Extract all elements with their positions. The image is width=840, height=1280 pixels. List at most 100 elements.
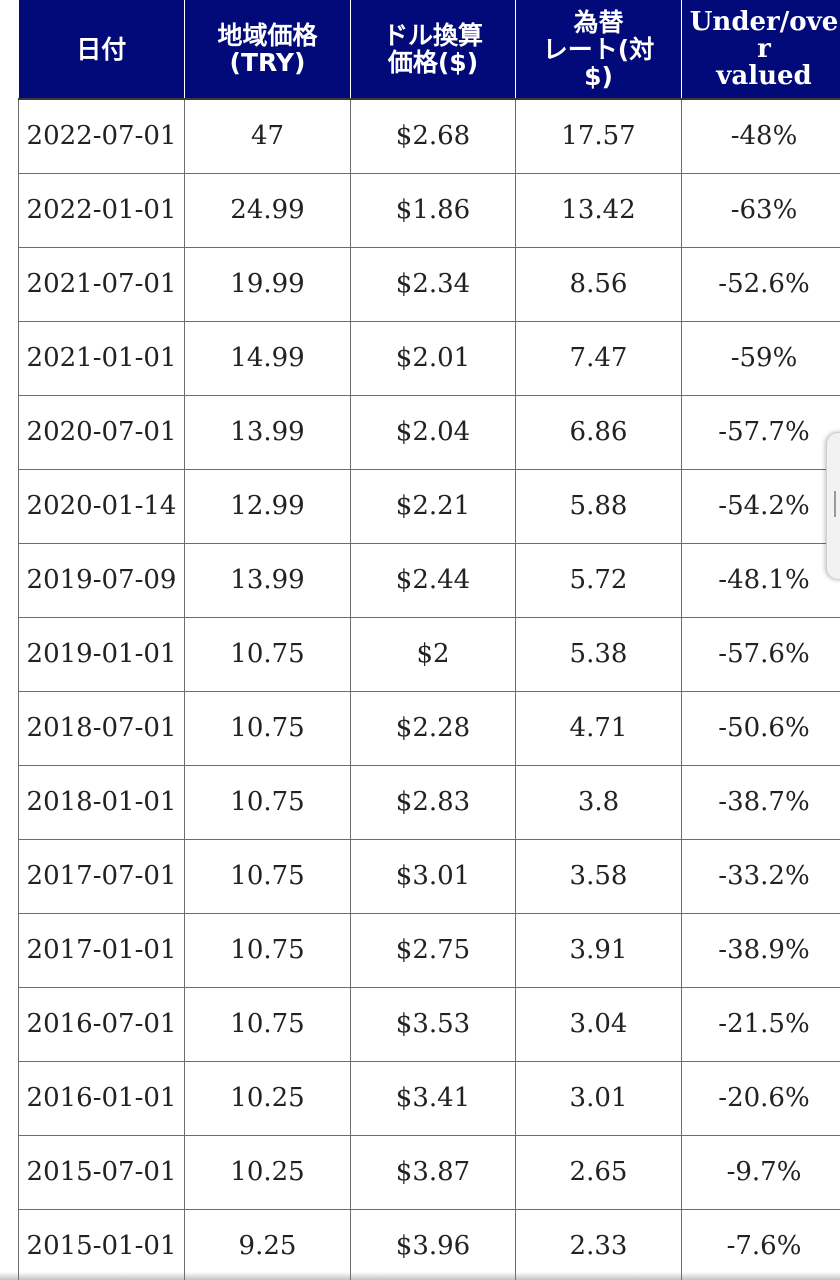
- exchange-rate-cell: 3.58: [515, 839, 682, 914]
- local-price-cell: 10.75: [184, 987, 351, 1062]
- valuation-cell: -54.2%: [681, 469, 840, 544]
- exchange-rate-cell: 5.88: [515, 469, 682, 544]
- usd-price-cell: $2.44: [350, 543, 516, 618]
- date-cell: 2016-01-01: [18, 1061, 185, 1136]
- table-row: 2015-07-01 10.25 $3.87 2.65 -9.7%: [18, 1135, 840, 1210]
- usd-price-cell: $2.04: [350, 395, 516, 470]
- table-row: 2018-07-01 10.75 $2.28 4.71 -50.6%: [18, 691, 840, 766]
- valuation-cell: -59%: [681, 321, 840, 396]
- local-price-cell: 19.99: [184, 247, 351, 322]
- valuation-cell: -48.1%: [681, 543, 840, 618]
- usd-price-cell: $2.68: [350, 98, 516, 174]
- usd-price-cell: $2.34: [350, 247, 516, 322]
- column-header-usd-price[interactable]: ドル換算 価格($): [350, 0, 516, 100]
- column-header-under-over-valued[interactable]: Under/over valued: [681, 0, 840, 100]
- exchange-rate-cell: 2.65: [515, 1135, 682, 1210]
- local-price-cell: 10.75: [184, 617, 351, 692]
- local-price-cell: 13.99: [184, 395, 351, 470]
- usd-price-cell: $2.01: [350, 321, 516, 396]
- table-row: 2019-01-01 10.75 $2 5.38 -57.6%: [18, 617, 840, 692]
- valuation-cell: -7.6%: [681, 1209, 840, 1280]
- table-row: 2020-01-14 12.99 $2.21 5.88 -54.2%: [18, 469, 840, 544]
- table-body: 2022-07-01 47 $2.68 17.57 -48% 2022-01-01 24.9…: [18, 98, 840, 1280]
- table-row: 2016-01-01 10.25 $3.41 3.01 -20.6%: [18, 1061, 840, 1136]
- valuation-cell: -38.7%: [681, 765, 840, 840]
- local-price-cell: 10.75: [184, 765, 351, 840]
- local-price-cell: 10.75: [184, 839, 351, 914]
- valuation-cell: -33.2%: [681, 839, 840, 914]
- valuation-cell: -50.6%: [681, 691, 840, 766]
- date-cell: 2021-01-01: [18, 321, 185, 396]
- date-cell: 2017-01-01: [18, 913, 185, 988]
- valuation-cell: -63%: [681, 173, 840, 248]
- price-table: 日付 地域価格 (TRY) ドル換算 価格($) 為替 レート(対 $) Und…: [18, 0, 840, 1280]
- table-row: 2020-07-01 13.99 $2.04 6.86 -57.7%: [18, 395, 840, 470]
- exchange-rate-cell: 3.04: [515, 987, 682, 1062]
- local-price-cell: 10.25: [184, 1135, 351, 1210]
- local-price-cell: 10.75: [184, 913, 351, 988]
- date-cell: 2016-07-01: [18, 987, 185, 1062]
- local-price-cell: 47: [184, 98, 351, 174]
- local-price-cell: 24.99: [184, 173, 351, 248]
- usd-price-cell: $2.83: [350, 765, 516, 840]
- date-cell: 2021-07-01: [18, 247, 185, 322]
- valuation-cell: -20.6%: [681, 1061, 840, 1136]
- valuation-cell: -57.7%: [681, 395, 840, 470]
- usd-price-cell: $2.28: [350, 691, 516, 766]
- valuation-cell: -38.9%: [681, 913, 840, 988]
- usd-price-cell: $3.41: [350, 1061, 516, 1136]
- table-row: 2017-07-01 10.75 $3.01 3.58 -33.2%: [18, 839, 840, 914]
- exchange-rate-cell: 5.38: [515, 617, 682, 692]
- column-header-date[interactable]: 日付: [18, 0, 185, 100]
- table-row: 2021-01-01 14.99 $2.01 7.47 -59%: [18, 321, 840, 396]
- date-cell: 2018-01-01: [18, 765, 185, 840]
- date-cell: 2019-01-01: [18, 617, 185, 692]
- table-row: 2019-07-09 13.99 $2.44 5.72 -48.1%: [18, 543, 840, 618]
- exchange-rate-cell: 17.57: [515, 98, 682, 174]
- local-price-cell: 10.25: [184, 1061, 351, 1136]
- table-header: 日付 地域価格 (TRY) ドル換算 価格($) 為替 レート(対 $) Und…: [18, 0, 840, 100]
- local-price-cell: 12.99: [184, 469, 351, 544]
- date-cell: 2020-07-01: [18, 395, 185, 470]
- usd-price-cell: $3.87: [350, 1135, 516, 1210]
- usd-price-cell: $3.53: [350, 987, 516, 1062]
- usd-price-cell: $1.86: [350, 173, 516, 248]
- table-row: 2022-07-01 47 $2.68 17.57 -48%: [18, 98, 840, 174]
- table-row: 2015-01-01 9.25 $3.96 2.33 -7.6%: [18, 1209, 840, 1280]
- date-cell: 2020-01-14: [18, 469, 185, 544]
- usd-price-cell: $2.21: [350, 469, 516, 544]
- local-price-cell: 9.25: [184, 1209, 351, 1280]
- grip-icon: [834, 491, 840, 517]
- table-row: 2016-07-01 10.75 $3.53 3.04 -21.5%: [18, 987, 840, 1062]
- valuation-cell: -9.7%: [681, 1135, 840, 1210]
- table-row: 2017-01-01 10.75 $2.75 3.91 -38.9%: [18, 913, 840, 988]
- valuation-cell: -48%: [681, 98, 840, 174]
- local-price-cell: 13.99: [184, 543, 351, 618]
- exchange-rate-cell: 3.91: [515, 913, 682, 988]
- date-cell: 2015-01-01: [18, 1209, 185, 1280]
- usd-price-cell: $2.75: [350, 913, 516, 988]
- valuation-cell: -52.6%: [681, 247, 840, 322]
- exchange-rate-cell: 13.42: [515, 173, 682, 248]
- scroll-handle[interactable]: [826, 432, 840, 580]
- exchange-rate-cell: 2.33: [515, 1209, 682, 1280]
- local-price-cell: 14.99: [184, 321, 351, 396]
- valuation-cell: -57.6%: [681, 617, 840, 692]
- date-cell: 2019-07-09: [18, 543, 185, 618]
- exchange-rate-cell: 3.01: [515, 1061, 682, 1136]
- column-header-local-price[interactable]: 地域価格 (TRY): [184, 0, 351, 100]
- local-price-cell: 10.75: [184, 691, 351, 766]
- date-cell: 2018-07-01: [18, 691, 185, 766]
- bottom-edge-shadow: [0, 1272, 840, 1280]
- column-header-exchange-rate[interactable]: 為替 レート(対 $): [515, 0, 682, 100]
- date-cell: 2017-07-01: [18, 839, 185, 914]
- exchange-rate-cell: 8.56: [515, 247, 682, 322]
- usd-price-cell: $2: [350, 617, 516, 692]
- date-cell: 2022-01-01: [18, 173, 185, 248]
- table-row: 2022-01-01 24.99 $1.86 13.42 -63%: [18, 173, 840, 248]
- table-row: 2018-01-01 10.75 $2.83 3.8 -38.7%: [18, 765, 840, 840]
- table-row: 2021-07-01 19.99 $2.34 8.56 -52.6%: [18, 247, 840, 322]
- valuation-cell: -21.5%: [681, 987, 840, 1062]
- usd-price-cell: $3.01: [350, 839, 516, 914]
